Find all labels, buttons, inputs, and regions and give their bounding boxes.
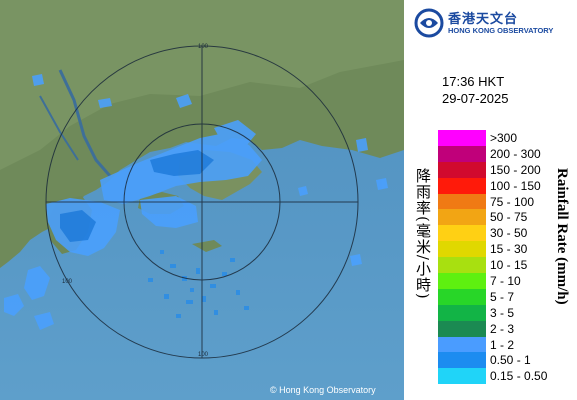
legend-swatch bbox=[438, 177, 486, 194]
legend-row: 3 - 5 bbox=[438, 304, 518, 321]
legend-label: 1 - 2 bbox=[490, 337, 515, 352]
legend-swatch bbox=[438, 209, 486, 226]
legend-label: 0.15 - 0.50 bbox=[490, 369, 548, 384]
observatory-logo: 香港天文台 HONG KONG OBSERVATORY bbox=[414, 6, 574, 46]
legend-swatch bbox=[438, 193, 486, 210]
land-island-south bbox=[192, 240, 222, 252]
radar-time: 17:36 HKT bbox=[442, 74, 505, 89]
legend-row: 5 - 7 bbox=[438, 288, 518, 305]
legend-swatch bbox=[438, 273, 486, 289]
legend-row: 150 - 200 bbox=[438, 161, 541, 178]
range-label-left: 100 bbox=[62, 279, 73, 285]
legend-row: 2 - 3 bbox=[438, 320, 518, 337]
legend-label: 0.50 - 1 bbox=[490, 353, 531, 368]
legend-swatch bbox=[438, 145, 486, 162]
legend-row: 100 - 150 bbox=[438, 177, 541, 194]
legend-swatch bbox=[438, 320, 486, 337]
legend-title-en: Rainfall Rate (mm/h) bbox=[554, 168, 570, 305]
legend-label: >300 bbox=[490, 131, 518, 145]
legend-swatch bbox=[438, 225, 486, 242]
legend-row: 75 - 100 bbox=[438, 193, 534, 210]
legend-row: 50 - 75 bbox=[438, 209, 527, 226]
legend-label: 100 - 150 bbox=[490, 178, 541, 193]
legend-swatch bbox=[438, 352, 486, 369]
legend-label: 75 - 100 bbox=[490, 194, 535, 209]
legend-swatch bbox=[438, 241, 486, 258]
legend-row: 1 - 2 bbox=[438, 336, 518, 353]
radar-map[interactable]: 100 100 100 bbox=[0, 0, 404, 400]
legend-swatch bbox=[438, 304, 486, 321]
legend-label: 15 - 30 bbox=[490, 242, 528, 257]
legend-label: 5 - 7 bbox=[490, 289, 515, 304]
observatory-emblem-icon bbox=[414, 8, 444, 38]
legend-swatch bbox=[438, 288, 486, 305]
legend-title-cn: 降雨率(毫米/小時) bbox=[414, 168, 432, 300]
river-channel bbox=[58, 69, 112, 177]
legend-swatch bbox=[438, 368, 486, 385]
legend-swatch bbox=[438, 257, 486, 274]
legend-label: 2 - 3 bbox=[490, 321, 515, 336]
legend-row: >300 bbox=[438, 130, 518, 146]
rainfall-legend: >300 200 - 300 150 - 200 100 - 150 75 - 100 5… bbox=[438, 130, 547, 385]
legend-row: 200 - 300 bbox=[438, 145, 541, 162]
legend-row: 30 - 50 bbox=[438, 225, 527, 242]
range-label-top: 100 bbox=[198, 44, 209, 50]
legend-label: 10 - 15 bbox=[490, 258, 528, 273]
legend-label: 30 - 50 bbox=[490, 226, 528, 241]
legend-label: 200 - 300 bbox=[490, 146, 541, 161]
radar-date: 29-07-2025 bbox=[442, 91, 509, 106]
range-label-bottom: 100 bbox=[198, 352, 209, 358]
legend-row: 10 - 15 bbox=[438, 257, 527, 274]
legend-swatch bbox=[438, 130, 486, 146]
legend-label: 50 - 75 bbox=[490, 210, 528, 225]
info-panel: 香港天文台 HONG KONG OBSERVATORY 17:36 HKT 29… bbox=[404, 0, 577, 400]
river-channel-2 bbox=[39, 95, 79, 161]
observatory-name-cn: 香港天文台 bbox=[448, 12, 519, 27]
range-rings bbox=[45, 45, 359, 359]
legend-row: 15 - 30 bbox=[438, 241, 527, 258]
legend-label: 7 - 10 bbox=[490, 274, 521, 289]
observatory-name-en: HONG KONG OBSERVATORY bbox=[448, 26, 554, 35]
legend-row: 0.15 - 0.50 bbox=[438, 368, 547, 385]
copyright-text: © Hong Kong Observatory bbox=[270, 385, 376, 395]
legend-label: 150 - 200 bbox=[490, 162, 541, 177]
legend-swatch bbox=[438, 161, 486, 178]
legend-swatch bbox=[438, 336, 486, 353]
legend-row: 7 - 10 bbox=[438, 273, 521, 289]
legend-label: 3 - 5 bbox=[490, 305, 515, 320]
rain-echoes-darker bbox=[60, 150, 214, 242]
legend-row: 0.50 - 1 bbox=[438, 352, 531, 369]
